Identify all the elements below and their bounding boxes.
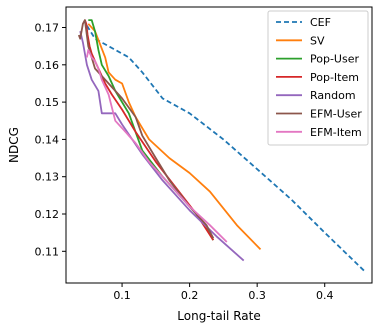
series-line-cef <box>86 25 366 273</box>
series-line-sv <box>87 23 262 251</box>
y-axis-ticks: 0.11 0.12 0.13 0.14 0.15 0.16 0.17 <box>35 22 66 258</box>
legend-label: EFM-Item <box>310 126 362 139</box>
series-lines <box>77 19 366 273</box>
y-tick-label: 0.14 <box>35 133 60 146</box>
legend-label: Pop-User <box>310 53 359 66</box>
legend-label: EFM-User <box>310 108 362 121</box>
legend-label: SV <box>310 34 325 47</box>
legend-label: Random <box>310 89 356 102</box>
legend: CEF SV Pop-User Pop-Item Random EFM-User EFM-I… <box>267 10 369 146</box>
series-line-random <box>79 30 245 262</box>
x-axis-title: Long-tail Rate <box>177 309 260 323</box>
y-axis-title: NDCG <box>7 127 21 163</box>
legend-box <box>267 10 369 146</box>
y-tick-label: 0.12 <box>35 208 60 221</box>
y-tick-label: 0.16 <box>35 59 60 72</box>
x-tick-label: 0.3 <box>248 289 266 302</box>
series-line-efm-item <box>86 49 228 243</box>
x-tick-label: 0.1 <box>113 289 131 302</box>
y-tick-label: 0.13 <box>35 171 60 184</box>
x-tick-label: 0.4 <box>316 289 334 302</box>
y-tick-label: 0.17 <box>35 22 60 35</box>
legend-label: CEF <box>310 16 331 29</box>
y-tick-label: 0.11 <box>35 245 60 258</box>
legend-label: Pop-Item <box>310 71 359 84</box>
y-tick-label: 0.15 <box>35 96 60 109</box>
x-tick-label: 0.2 <box>181 289 199 302</box>
x-axis-ticks: 0.1 0.2 0.3 0.4 <box>113 283 333 302</box>
